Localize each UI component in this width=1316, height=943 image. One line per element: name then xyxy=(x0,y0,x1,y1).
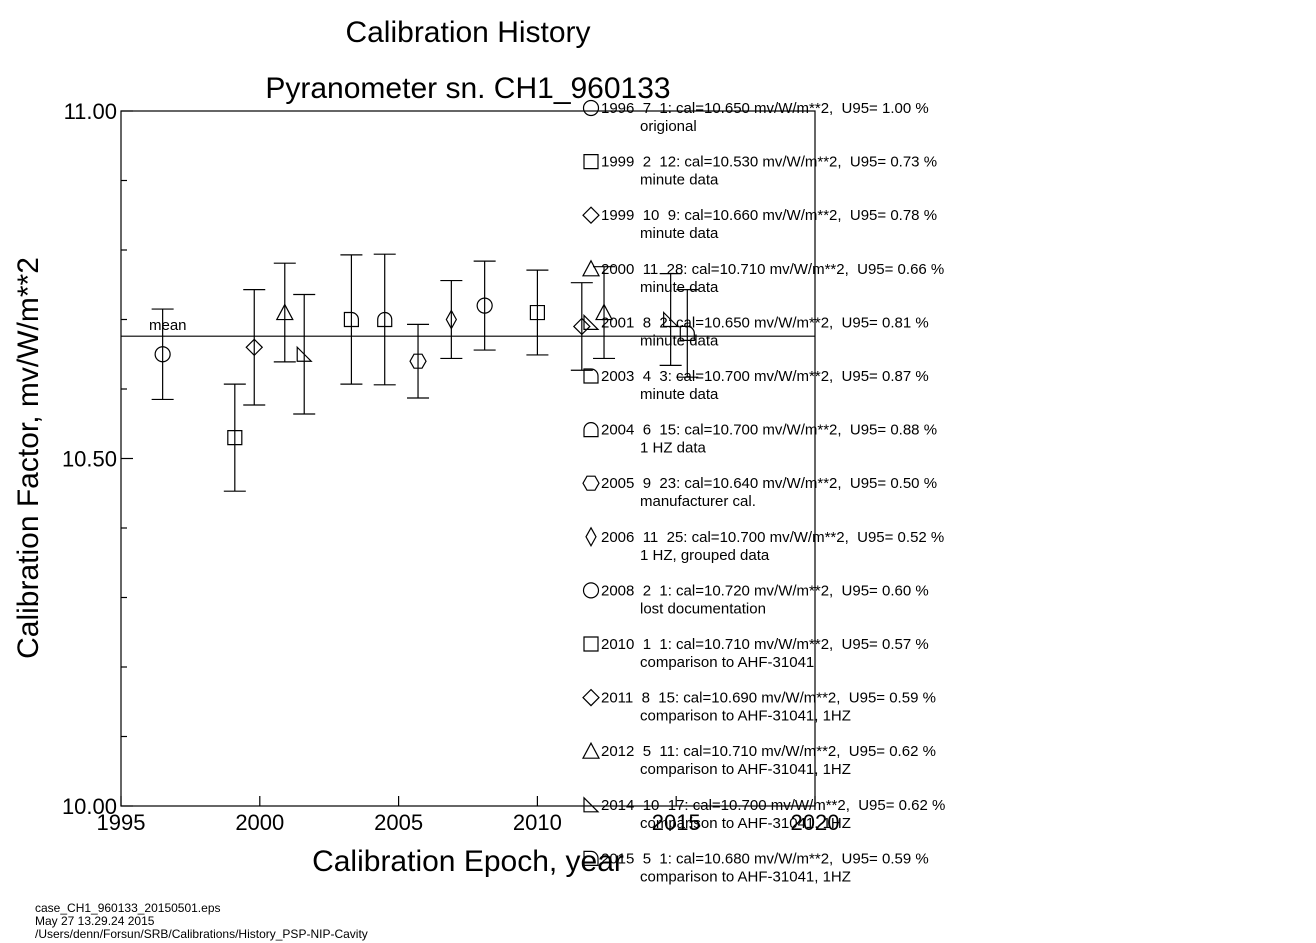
legend-note: lost documentation xyxy=(640,600,766,617)
x-axis-label: Calibration Epoch, year xyxy=(312,845,624,878)
marker xyxy=(227,430,243,446)
legend-label: 1999 10 9: cal=10.660 mv/W/m**2, U95= 0.… xyxy=(601,207,937,224)
legend-label: 1996 7 1: cal=10.650 mv/W/m**2, U95= 1.0… xyxy=(601,100,929,117)
footer-line: case_CH1_960133_20150501.eps xyxy=(35,901,221,915)
legend-marker xyxy=(582,582,600,599)
legend-marker xyxy=(583,154,599,170)
error-bar xyxy=(273,262,296,363)
legend-note: comparison to AHF-31041, 1HZ xyxy=(640,761,851,778)
marker xyxy=(595,303,614,321)
legend-label: 2012 5 11: cal=10.710 mv/W/m**2, U95= 0.… xyxy=(601,743,936,760)
error-bar xyxy=(340,254,363,385)
y-tick-label: 10.50 xyxy=(62,447,117,472)
error-bar xyxy=(593,266,616,360)
legend-marker xyxy=(583,368,599,384)
legend-label: 2004 6 15: cal=10.700 mv/W/m**2, U95= 0.… xyxy=(601,422,937,439)
error-bar xyxy=(151,308,174,401)
legend-marker xyxy=(582,688,600,707)
legend-marker xyxy=(583,636,599,652)
footer-line: May 27 13.29.24 2015 xyxy=(35,914,155,928)
marker xyxy=(296,345,313,362)
x-tick-label: 1995 xyxy=(97,810,146,835)
marker xyxy=(377,311,393,328)
legend-marker xyxy=(583,422,599,438)
legend-marker xyxy=(583,796,600,813)
legend-note: minute data xyxy=(640,225,719,242)
y-tick-label: 10.00 xyxy=(62,794,117,819)
error-bar xyxy=(526,269,549,356)
legend-label: 2003 4 3: cal=10.700 mv/W/m**2, U95= 0.8… xyxy=(601,368,929,385)
marker xyxy=(154,346,171,363)
marker xyxy=(445,309,458,330)
legend-label: 1999 2 12: cal=10.530 mv/W/m**2, U95= 0.… xyxy=(601,154,937,171)
x-tick-label: 2005 xyxy=(374,810,423,835)
legend-note: comparison to AHF-31041, 1HZ xyxy=(640,868,851,885)
legend-label: 2006 11 25: cal=10.700 mv/W/m**2, U95= 0… xyxy=(601,529,944,546)
legend-note: comparison to AHF-31041 xyxy=(640,654,814,671)
error-bar xyxy=(473,260,496,351)
footer-line: /Users/denn/Forsun/SRB/Calibrations/Hist… xyxy=(35,927,368,941)
legend-marker xyxy=(582,99,600,117)
legend-marker xyxy=(582,259,600,277)
marker xyxy=(343,311,360,328)
error-bar xyxy=(570,282,593,371)
error-bar xyxy=(676,289,699,378)
x-tick-label: 2020 xyxy=(791,810,840,835)
legend-note: comparison to AHF-31041, 1HZ xyxy=(640,708,851,725)
legend-note: minute data xyxy=(640,279,719,296)
legend-label: 2011 8 15: cal=10.690 mv/W/m**2, U95= 0.… xyxy=(601,690,936,707)
legend-label: 2014 10 17: cal=10.700 mv/W/m**2, U95= 0… xyxy=(601,797,945,814)
error-bar xyxy=(407,323,430,399)
legend-note: manufacturer cal. xyxy=(640,493,756,510)
legend-marker xyxy=(583,313,600,330)
marker xyxy=(663,311,680,328)
marker xyxy=(679,325,695,341)
x-tick-label: 2000 xyxy=(235,810,284,835)
error-bar xyxy=(440,279,463,360)
legend-marker xyxy=(582,206,600,225)
legend-marker xyxy=(582,475,600,491)
legend-marker xyxy=(585,526,597,548)
y-axis-label: Calibration Factor, mv/W/m**2 xyxy=(12,257,45,659)
legend-label: 2008 2 1: cal=10.720 mv/W/m**2, U95= 0.6… xyxy=(601,582,929,599)
chart-subtitle: Pyranometer sn. CH1_960133 xyxy=(265,72,670,105)
legend-marker xyxy=(583,850,599,867)
marker xyxy=(476,297,493,314)
legend-label: 2005 9 23: cal=10.640 mv/W/m**2, U95= 0.… xyxy=(601,475,937,492)
legend-marker xyxy=(582,741,600,759)
legend-note: minute data xyxy=(640,332,719,349)
marker xyxy=(275,303,294,321)
marker xyxy=(409,353,427,369)
legend-note: comparison to AHF-31041, 1HZ xyxy=(640,815,851,832)
mean-label: mean xyxy=(149,317,187,334)
legend-label: 2015 5 1: cal=10.680 mv/W/m**2, U95= 0.5… xyxy=(601,850,929,867)
legend-label: 2001 8 2: cal=10.650 mv/W/m**2, U95= 0.8… xyxy=(601,314,929,331)
legend-note: 1 HZ data xyxy=(640,440,707,457)
legend-note: origional xyxy=(640,118,697,135)
error-bar xyxy=(243,289,266,406)
legend-note: minute data xyxy=(640,172,719,189)
x-tick-label: 2015 xyxy=(652,810,701,835)
legend-note: 1 HZ, grouped data xyxy=(640,547,770,564)
legend-note: minute data xyxy=(640,386,719,403)
marker xyxy=(245,338,264,357)
y-tick-label: 11.00 xyxy=(64,99,117,124)
marker xyxy=(572,317,591,336)
legend-label: 2010 1 1: cal=10.710 mv/W/m**2, U95= 0.5… xyxy=(601,636,929,653)
error-bar xyxy=(223,383,246,492)
chart-title: Calibration History xyxy=(345,16,590,49)
x-tick-label: 2010 xyxy=(513,810,562,835)
error-bar xyxy=(373,253,396,386)
legend-label: 2000 11 28: cal=10.710 mv/W/m**2, U95= 0… xyxy=(601,261,944,278)
marker xyxy=(529,304,546,321)
